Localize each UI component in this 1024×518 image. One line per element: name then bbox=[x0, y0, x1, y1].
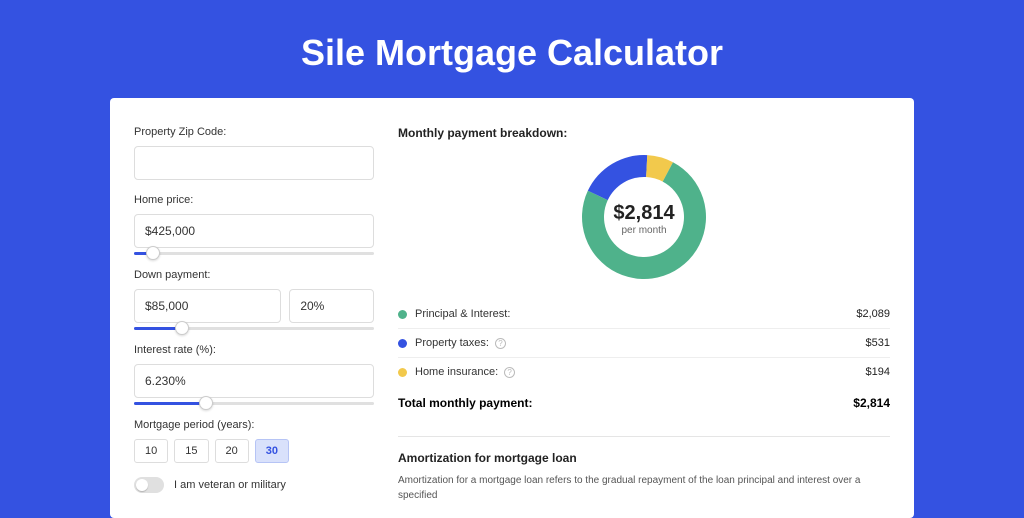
legend-label: Principal & Interest: bbox=[415, 308, 510, 320]
donut-center-amount: $2,814 bbox=[613, 202, 675, 224]
breakdown-title: Monthly payment breakdown: bbox=[398, 126, 890, 140]
period-option-10[interactable]: 10 bbox=[134, 439, 168, 463]
total-value: $2,814 bbox=[853, 396, 890, 410]
help-icon[interactable]: ? bbox=[495, 338, 506, 349]
down-payment-label: Down payment: bbox=[134, 269, 374, 281]
legend-label: Home insurance: bbox=[415, 366, 498, 378]
period-label: Mortgage period (years): bbox=[134, 419, 374, 431]
legend-dot-icon bbox=[398, 339, 407, 348]
legend-row: Principal & Interest: $2,089 bbox=[398, 300, 890, 329]
period-option-15[interactable]: 15 bbox=[174, 439, 208, 463]
legend-value: $2,089 bbox=[856, 308, 890, 320]
down-payment-input[interactable] bbox=[134, 289, 281, 323]
amortization-title: Amortization for mortgage loan bbox=[398, 436, 890, 465]
veteran-label: I am veteran or military bbox=[174, 479, 286, 491]
zip-label: Property Zip Code: bbox=[134, 126, 374, 138]
home-price-input[interactable] bbox=[134, 214, 374, 248]
legend-dot-icon bbox=[398, 310, 407, 319]
home-price-label: Home price: bbox=[134, 194, 374, 206]
donut-chart: $2,814per month bbox=[398, 152, 890, 282]
breakdown-column: Monthly payment breakdown: $2,814per mon… bbox=[398, 126, 890, 518]
legend-row: Property taxes:? $531 bbox=[398, 329, 890, 358]
interest-rate-label: Interest rate (%): bbox=[134, 344, 374, 356]
donut-center-label: per month bbox=[621, 225, 666, 236]
legend-value: $531 bbox=[866, 337, 890, 349]
legend-value: $194 bbox=[866, 366, 890, 378]
help-icon[interactable]: ? bbox=[504, 367, 515, 378]
period-options: 1015 2030 bbox=[134, 439, 374, 463]
interest-rate-slider[interactable] bbox=[134, 402, 374, 405]
home-price-slider[interactable] bbox=[134, 252, 374, 255]
legend-label: Property taxes: bbox=[415, 337, 489, 349]
total-row: Total monthly payment: $2,814 bbox=[398, 386, 890, 426]
form-column: Property Zip Code: Home price: Down paym… bbox=[134, 126, 374, 518]
legend-dot-icon bbox=[398, 368, 407, 377]
donut-slice bbox=[588, 155, 647, 200]
zip-input[interactable] bbox=[134, 146, 374, 180]
amortization-text: Amortization for a mortgage loan refers … bbox=[398, 473, 890, 503]
period-option-20[interactable]: 20 bbox=[215, 439, 249, 463]
down-payment-slider[interactable] bbox=[134, 327, 374, 330]
veteran-toggle[interactable] bbox=[134, 477, 164, 493]
period-option-30[interactable]: 30 bbox=[255, 439, 289, 463]
page-title: Sile Mortgage Calculator bbox=[0, 0, 1024, 98]
interest-rate-input[interactable] bbox=[134, 364, 374, 398]
down-payment-pct-input[interactable] bbox=[289, 289, 374, 323]
legend-row: Home insurance:? $194 bbox=[398, 358, 890, 386]
calculator-card: Property Zip Code: Home price: Down paym… bbox=[110, 98, 914, 518]
total-label: Total monthly payment: bbox=[398, 396, 532, 410]
